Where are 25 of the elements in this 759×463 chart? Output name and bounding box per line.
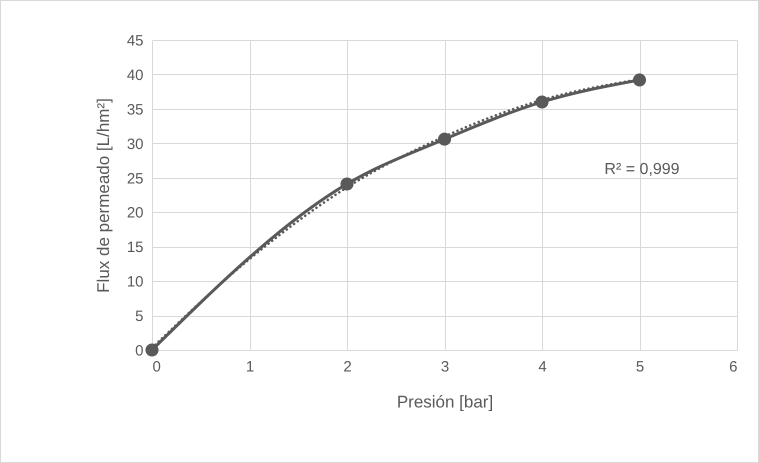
x-axis-title: Presión [bar]: [396, 392, 494, 412]
y-tick-label: 45: [126, 32, 144, 50]
point: [145, 343, 159, 357]
point: [535, 95, 549, 109]
y-tick-label: 20: [126, 204, 144, 222]
x-tick-label: 5: [636, 358, 644, 376]
x-tick-label: 1: [246, 358, 254, 376]
x-tick-label: 0: [152, 358, 161, 376]
y-tick-label: 40: [126, 66, 144, 84]
x-tick-label: 6: [729, 358, 738, 376]
x-tick-label: 2: [343, 358, 352, 376]
point: [340, 177, 354, 190]
x-tick-label: 3: [440, 358, 450, 376]
y-tick-label: 25: [126, 170, 144, 188]
point: [438, 132, 452, 146]
y-tick-label: 30: [126, 136, 144, 153]
y-tick-label: 0: [135, 342, 144, 360]
y-tick-label: 15: [126, 239, 144, 256]
y-tick-label: 5: [135, 308, 144, 326]
y-tick-label: 10: [126, 274, 144, 291]
x-tick-label: 4: [538, 358, 547, 376]
point: [632, 73, 646, 86]
y-tick-label: 35: [126, 101, 144, 118]
y-axis-title: Flux de permeado [L/hm²]: [94, 98, 113, 293]
annotation: R² = 0,999: [604, 161, 680, 178]
